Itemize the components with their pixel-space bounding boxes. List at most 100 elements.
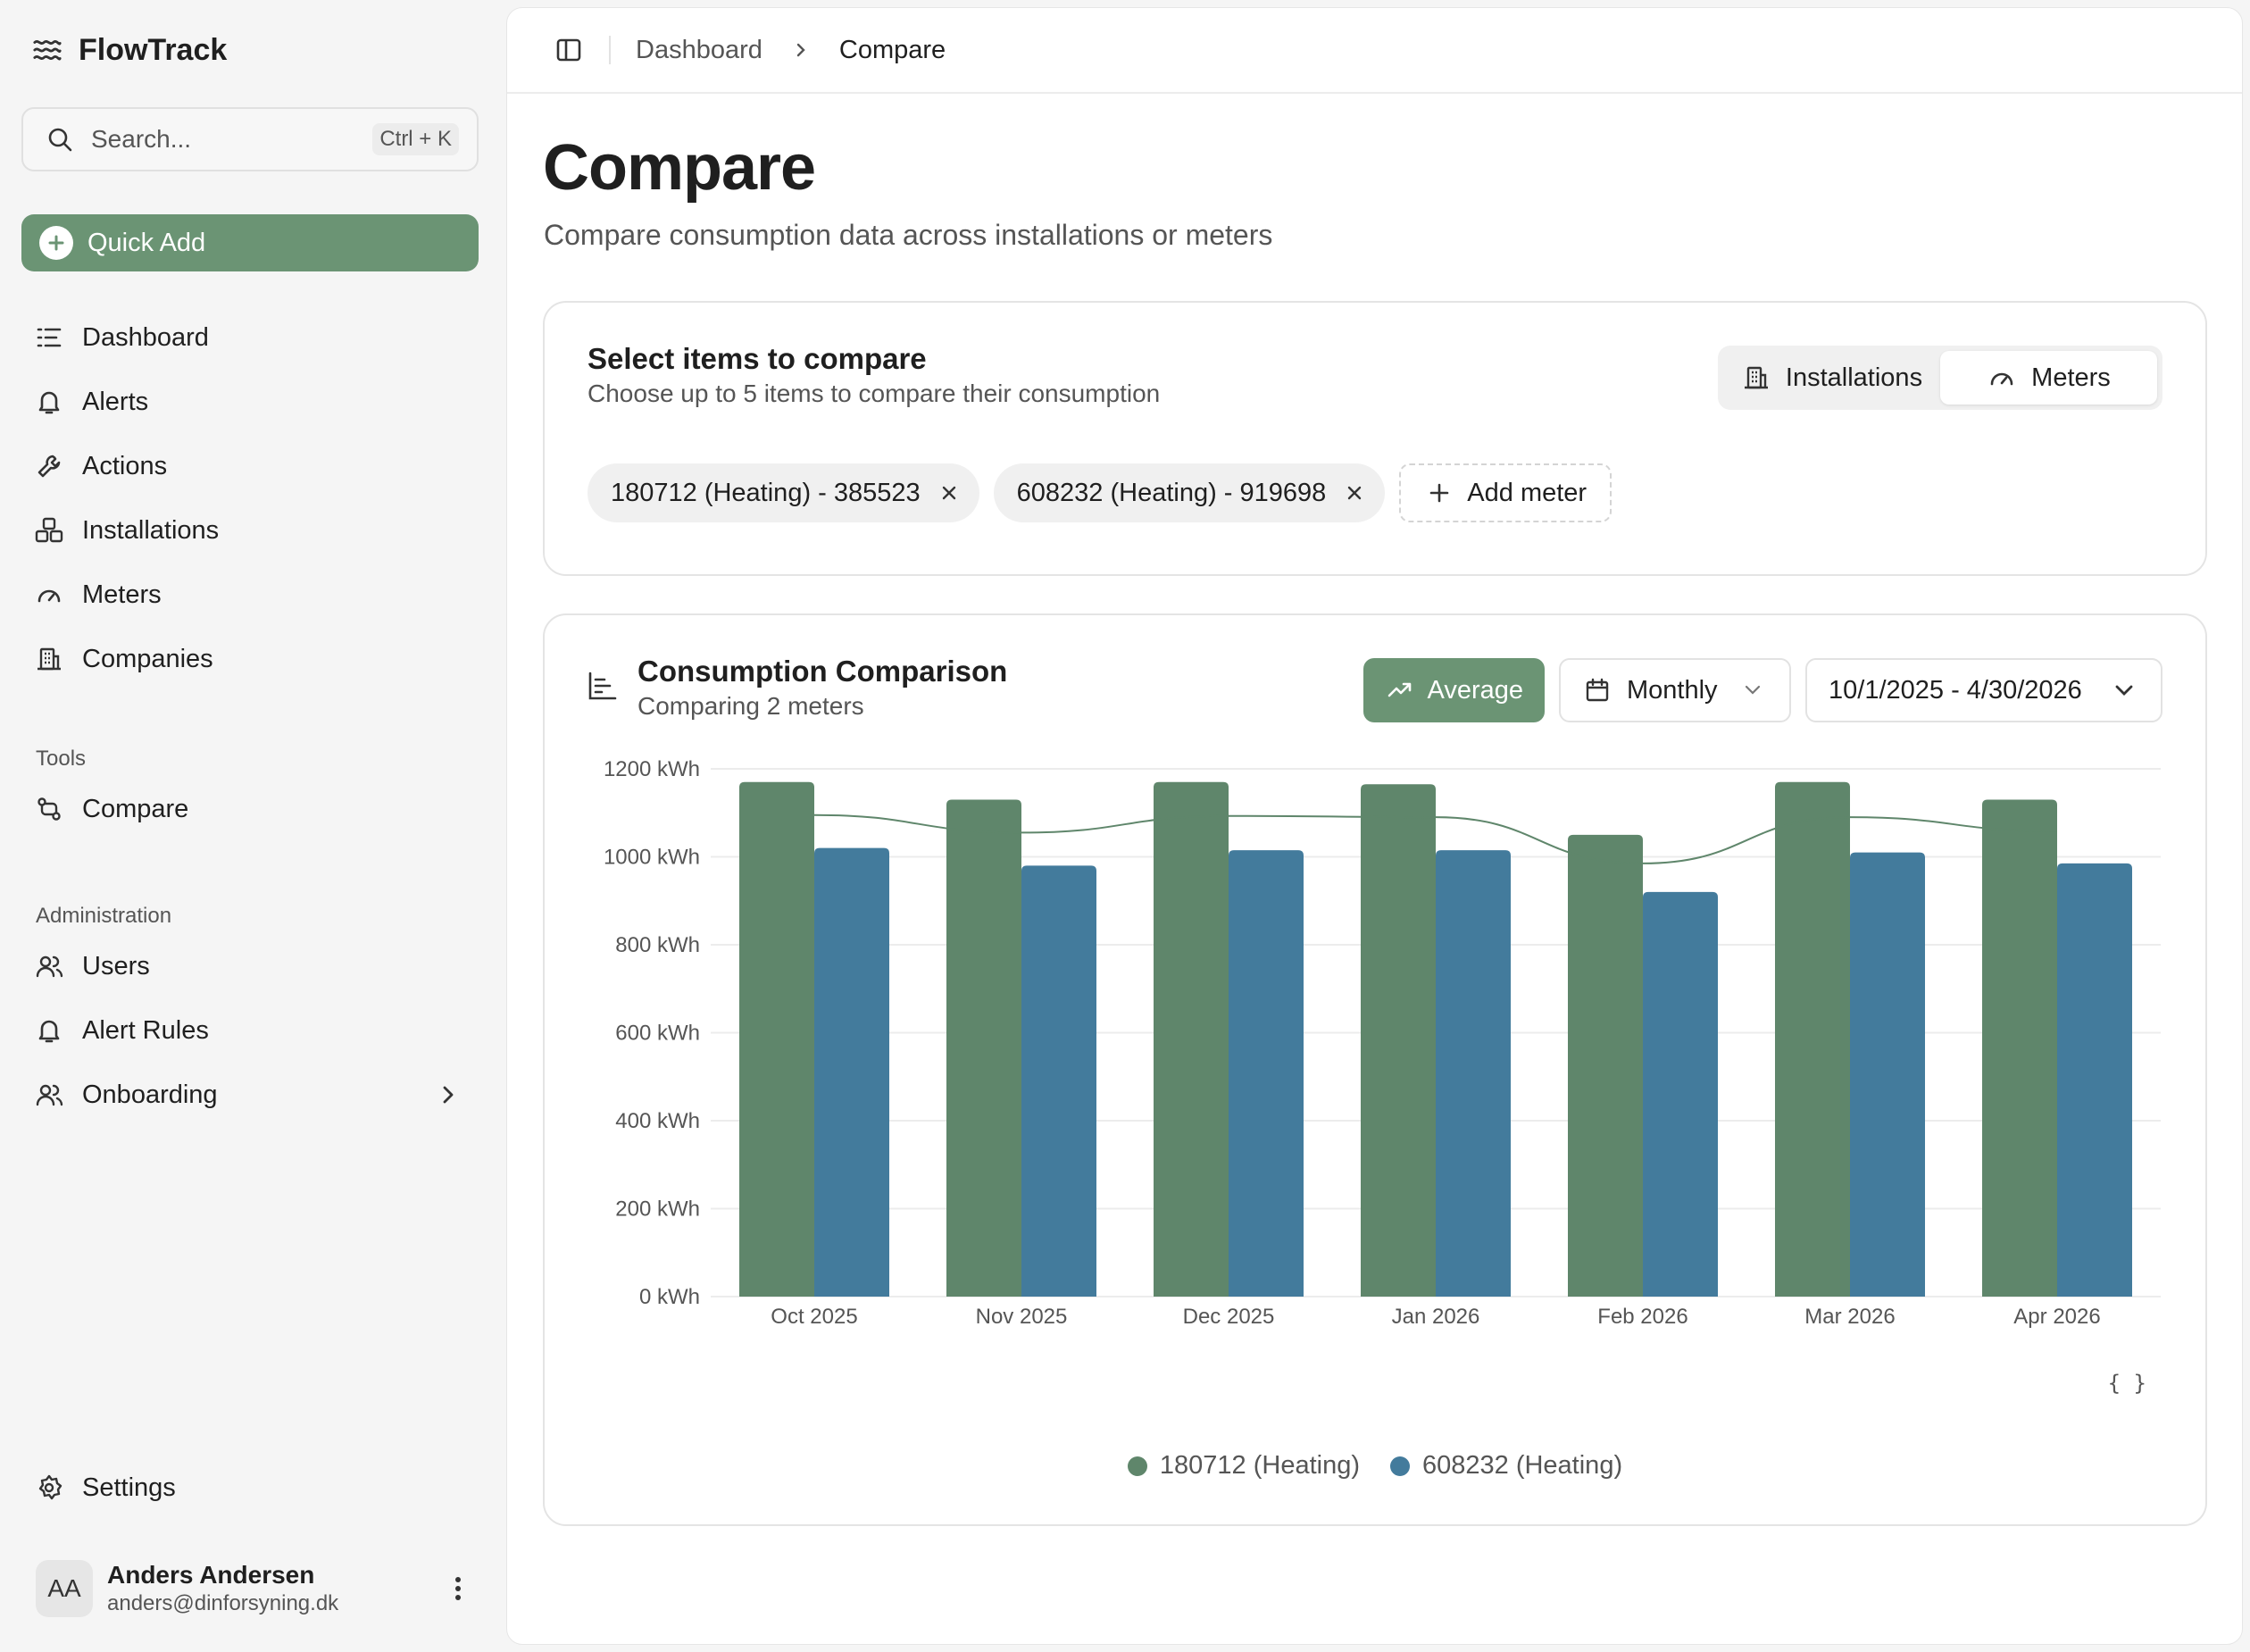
- select-card-subtitle: Choose up to 5 items to compare their co…: [588, 380, 1161, 407]
- period-select[interactable]: Monthly: [1559, 658, 1791, 722]
- average-label: Average: [1427, 675, 1524, 705]
- search-box[interactable]: Search... Ctrl + K: [21, 107, 479, 171]
- quick-add-label: Quick Add: [88, 228, 206, 257]
- x-tick-label: Jan 2026: [1392, 1305, 1480, 1329]
- divider: [609, 36, 611, 64]
- chip-label: 180712 (Heating) - 385523: [611, 478, 921, 507]
- users-icon: [34, 951, 64, 981]
- bar-1: [1568, 834, 1643, 1297]
- sidebar-item-label: Alerts: [82, 387, 149, 416]
- tab-meters[interactable]: Meters: [1940, 351, 2157, 405]
- gear-icon: [34, 1473, 64, 1503]
- sidebar-item-alert-rules[interactable]: Alert Rules: [21, 998, 479, 1063]
- y-tick-label: 400 kWh: [615, 1109, 700, 1133]
- json-view-icon[interactable]: { }: [2107, 1371, 2146, 1396]
- search-input[interactable]: Search...: [91, 125, 192, 153]
- period-value: Monthly: [1627, 675, 1718, 705]
- y-tick-label: 1000 kWh: [604, 846, 700, 870]
- breadcrumb-current: Compare: [838, 35, 946, 64]
- plus-icon: [1424, 478, 1454, 508]
- chevron-right-icon[interactable]: [432, 1080, 462, 1110]
- selected-meters: 180712 (Heating) - 385523 608232 (Heatin…: [588, 463, 1612, 522]
- sidebar-item-meters[interactable]: Meters: [21, 563, 479, 627]
- sidebar-item-settings[interactable]: Settings: [21, 1456, 479, 1520]
- bar-1: [946, 799, 1021, 1297]
- y-tick-label: 600 kWh: [615, 1022, 700, 1046]
- sidebar-item-label: Companies: [82, 644, 213, 673]
- gauge-icon: [1987, 363, 2017, 393]
- nav-section-title: Tools: [36, 747, 87, 771]
- legend-label: 608232 (Heating): [1422, 1451, 1623, 1480]
- legend-item[interactable]: 608232 (Heating): [1390, 1451, 1622, 1481]
- add-meter-button[interactable]: Add meter: [1399, 463, 1612, 522]
- legend-item[interactable]: 180712 (Heating): [1127, 1451, 1360, 1481]
- sidebar-item-label: Onboarding: [82, 1080, 218, 1109]
- gauge-icon: [34, 580, 64, 610]
- sidebar-item-dashboard[interactable]: Dashboard: [21, 305, 479, 370]
- close-icon[interactable]: [940, 484, 958, 502]
- close-icon[interactable]: [1346, 484, 1363, 502]
- chevron-down-icon: [2109, 675, 2139, 705]
- sidebar-item-companies[interactable]: Companies: [21, 627, 479, 691]
- user-profile[interactable]: AA Anders Andersen anders@dinforsyning.d…: [36, 1559, 473, 1618]
- main-panel: Dashboard Compare Compare Compare consum…: [506, 7, 2243, 1645]
- top-bar: Dashboard Compare: [507, 8, 2242, 94]
- sidebar-item-actions[interactable]: Actions: [21, 434, 479, 498]
- sidebar-item-label: Alert Rules: [82, 1015, 209, 1045]
- page-subtitle: Compare consumption data across installa…: [544, 219, 1273, 251]
- sidebar-item-compare[interactable]: Compare: [21, 777, 479, 841]
- brand[interactable]: FlowTrack: [32, 30, 227, 70]
- page-title: Compare: [543, 132, 816, 204]
- search-shortcut: Ctrl + K: [372, 123, 459, 155]
- sidebar-item-onboarding[interactable]: Onboarding: [21, 1063, 479, 1127]
- bar-2: [2057, 863, 2132, 1297]
- bar-2: [814, 847, 889, 1297]
- chart-legend: 180712 (Heating) 608232 (Heating): [545, 1451, 2205, 1481]
- x-tick-label: Dec 2025: [1183, 1305, 1275, 1329]
- tools-nav: Tools Compare: [21, 741, 479, 841]
- list-icon: [34, 322, 64, 353]
- y-tick-label: 0 kWh: [639, 1285, 700, 1309]
- meter-chip: 608232 (Heating) - 919698: [993, 463, 1386, 522]
- legend-dot: [1390, 1456, 1410, 1476]
- settings-nav: Settings: [21, 1456, 479, 1520]
- bar-1: [1982, 799, 2057, 1297]
- sidebar-item-installations[interactable]: Installations: [21, 498, 479, 563]
- compare-mode-toggle: Installations Meters: [1718, 346, 2162, 410]
- sidebar-item-label: Settings: [82, 1473, 176, 1502]
- breadcrumb-dashboard[interactable]: Dashboard: [636, 35, 762, 64]
- y-tick-label: 200 kWh: [615, 1197, 700, 1222]
- more-vertical-icon[interactable]: [443, 1573, 473, 1604]
- admin-nav: Administration Users Alert Rules Onboard…: [21, 898, 479, 1127]
- sidebar-item-alerts[interactable]: Alerts: [21, 370, 479, 434]
- x-tick-label: Feb 2026: [1597, 1305, 1688, 1329]
- average-toggle-button[interactable]: Average: [1362, 658, 1545, 722]
- user-email: anders@dinforsyning.dk: [107, 1591, 339, 1615]
- consumption-bar-chart: 0 kWh 200 kWh 400 kWh 600 kWh 800 kWh 1000 kW…: [604, 757, 2161, 1329]
- sidebar-item-label: Users: [82, 951, 150, 980]
- building-icon: [1741, 363, 1771, 393]
- sidebar-item-users[interactable]: Users: [21, 934, 479, 998]
- legend-dot: [1127, 1456, 1147, 1476]
- x-tick-label: Oct 2025: [771, 1305, 857, 1329]
- sidebar-item-label: Meters: [82, 580, 162, 609]
- boxes-icon: [34, 515, 64, 546]
- sidebar-toggle-icon[interactable]: [554, 35, 584, 65]
- date-range-select[interactable]: 10/1/2025 - 4/30/2026: [1805, 658, 2162, 722]
- tab-label: Meters: [2031, 363, 2111, 392]
- sidebar: FlowTrack Search... Ctrl + K Quick Add D…: [0, 0, 504, 1652]
- select-card-title: Select items to compare: [588, 342, 927, 375]
- add-meter-label: Add meter: [1467, 478, 1588, 507]
- y-tick-label: 1200 kWh: [604, 757, 700, 781]
- breadcrumb: Dashboard Compare: [636, 35, 946, 65]
- bell-icon: [34, 1015, 64, 1046]
- tab-installations[interactable]: Installations: [1723, 351, 1940, 405]
- quick-add-button[interactable]: Quick Add: [21, 214, 479, 271]
- average-line: [813, 813, 2058, 864]
- nav-section-title: Administration: [36, 904, 172, 928]
- y-tick-label: 800 kWh: [615, 933, 700, 957]
- users-icon: [34, 1080, 64, 1110]
- building-icon: [34, 644, 64, 674]
- x-tick-label: Nov 2025: [976, 1305, 1068, 1329]
- bell-icon: [34, 387, 64, 417]
